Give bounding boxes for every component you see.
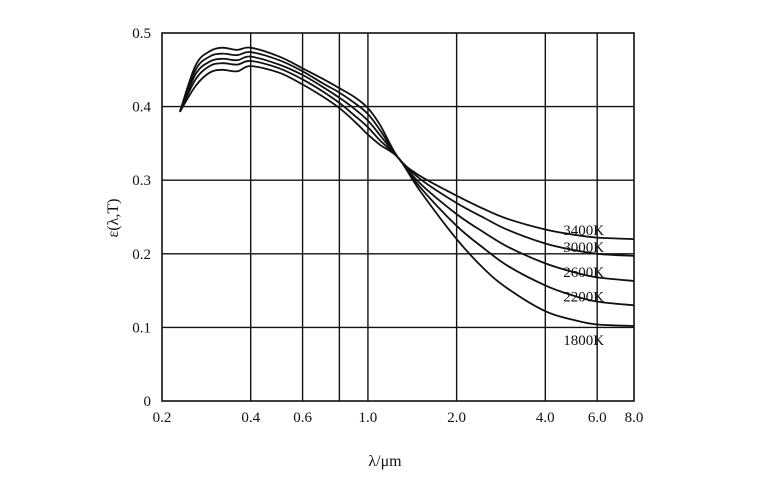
x-tick-label: 4.0 xyxy=(536,410,555,426)
x-tick-label: 2.0 xyxy=(447,410,466,426)
x-tick-label: 0.4 xyxy=(241,410,260,426)
gridlines xyxy=(162,33,634,401)
x-axis-label: λ/μm xyxy=(368,453,402,470)
series-line-2600k xyxy=(179,55,635,282)
x-tick-label: 6.0 xyxy=(588,410,607,426)
series-line-2200k xyxy=(179,60,635,307)
series-label-2200k: 2200K xyxy=(563,289,604,305)
series-line-3000k xyxy=(179,51,635,257)
x-tick-label: 1.0 xyxy=(359,410,378,426)
series-label-2600k: 2600K xyxy=(563,265,604,281)
series-label-1800k: 1800K xyxy=(563,333,604,349)
x-tick-label: 0.6 xyxy=(293,410,312,426)
y-axis-label: ε(λ,T) xyxy=(105,199,122,238)
series-label-3000k: 3000K xyxy=(563,240,604,256)
x-tick-label: 0.2 xyxy=(153,410,172,426)
y-tick-label: 0 xyxy=(144,394,152,410)
tick-labels: 0.2 0.4 0.6 1.0 2.0 4.0 6.0 8.0 0 0.1 0.2 0.3 0.4 0.5 xyxy=(132,26,643,426)
y-tick-label: 0.5 xyxy=(132,26,151,42)
series-label-3400k: 3400K xyxy=(563,223,604,239)
y-tick-label: 0.4 xyxy=(132,100,151,116)
y-tick-label: 0.2 xyxy=(132,247,151,263)
series-curves xyxy=(179,46,635,327)
series-line-3400k xyxy=(179,46,635,240)
plot-frame xyxy=(161,32,635,402)
y-tick-label: 0.3 xyxy=(132,173,151,189)
x-tick-label: 8.0 xyxy=(625,410,644,426)
series-line-1800k xyxy=(179,65,635,327)
y-tick-label: 0.1 xyxy=(132,320,151,336)
